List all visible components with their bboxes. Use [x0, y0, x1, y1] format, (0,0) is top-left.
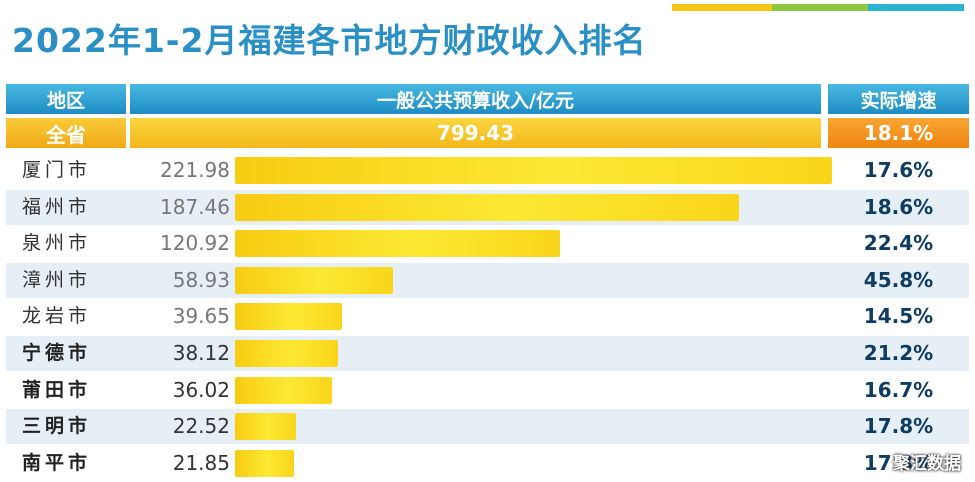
revenue-value: 39.65 — [172, 304, 230, 329]
accent-stripe-yellow — [672, 4, 772, 11]
region-label: 宁德市 — [22, 342, 92, 364]
growth-value: 45.8% — [863, 267, 934, 292]
table-row: 三明市 22.52 17.8% — [6, 409, 969, 445]
revenue-value: 58.93 — [172, 267, 230, 292]
revenue-value: 187.46 — [160, 194, 230, 219]
header-region: 地区 — [6, 84, 126, 114]
region-label: 漳州市 — [22, 268, 92, 291]
growth-value: 22.4% — [863, 231, 934, 256]
table-row: 南平市 21.85 17.8% — [6, 445, 969, 481]
region-label: 莆田市 — [22, 378, 92, 401]
growth-value: 14.5% — [863, 304, 934, 329]
revenue-bar — [235, 193, 740, 221]
growth-value: 17.6% — [863, 158, 934, 182]
revenue-bar — [235, 303, 342, 331]
region-label: 南平市 — [22, 451, 92, 474]
chart-title: 2022年1-2月福建各市地方财政收入排名 — [12, 21, 647, 60]
growth-value: 17.8% — [863, 450, 934, 475]
accent-stripe-cyan — [868, 4, 964, 11]
growth-value: 17.8% — [863, 414, 934, 439]
revenue-bar — [235, 230, 561, 258]
table-row: 宁德市 38.12 21.2% — [6, 336, 969, 371]
revenue-value: 120.92 — [160, 231, 230, 256]
revenue-value: 221.98 — [160, 158, 230, 182]
revenue-value: 21.85 — [172, 450, 230, 475]
total-growth: 18.1% — [828, 118, 969, 148]
table-row: 福州市 187.46 18.6% — [6, 189, 969, 225]
revenue-bar — [235, 449, 294, 477]
region-label: 厦门市 — [22, 159, 92, 181]
growth-value: 18.6% — [863, 194, 934, 219]
revenue-bar — [235, 157, 832, 184]
revenue-bar — [235, 413, 296, 441]
header-growth: 实际增速 — [828, 84, 969, 114]
revenue-bar — [235, 266, 394, 294]
region-label: 福州市 — [22, 195, 92, 218]
table-row: 厦门市 221.98 17.6% — [6, 153, 969, 188]
table-row: 莆田市 36.02 16.7% — [6, 372, 969, 408]
revenue-value: 22.52 — [172, 414, 230, 439]
revenue-bar — [235, 376, 332, 404]
accent-stripe-green — [772, 4, 868, 11]
table-row: 泉州市 120.92 22.4% — [6, 226, 969, 262]
region-label: 三明市 — [22, 415, 92, 438]
total-region: 全省 — [6, 118, 126, 148]
table-row: 漳州市 58.93 45.8% — [6, 262, 969, 298]
region-label: 龙岩市 — [22, 305, 92, 328]
total-value: 799.43 — [130, 118, 821, 148]
revenue-value: 38.12 — [172, 341, 230, 365]
revenue-bar — [235, 340, 338, 367]
growth-value: 16.7% — [863, 377, 934, 402]
header-revenue: 一般公共预算收入/亿元 — [130, 84, 821, 114]
growth-value: 21.2% — [863, 341, 934, 365]
watermark: 聚汇数据 — [893, 454, 961, 474]
region-label: 泉州市 — [22, 232, 92, 255]
revenue-value: 36.02 — [172, 377, 230, 402]
table-row: 龙岩市 39.65 14.5% — [6, 299, 969, 335]
